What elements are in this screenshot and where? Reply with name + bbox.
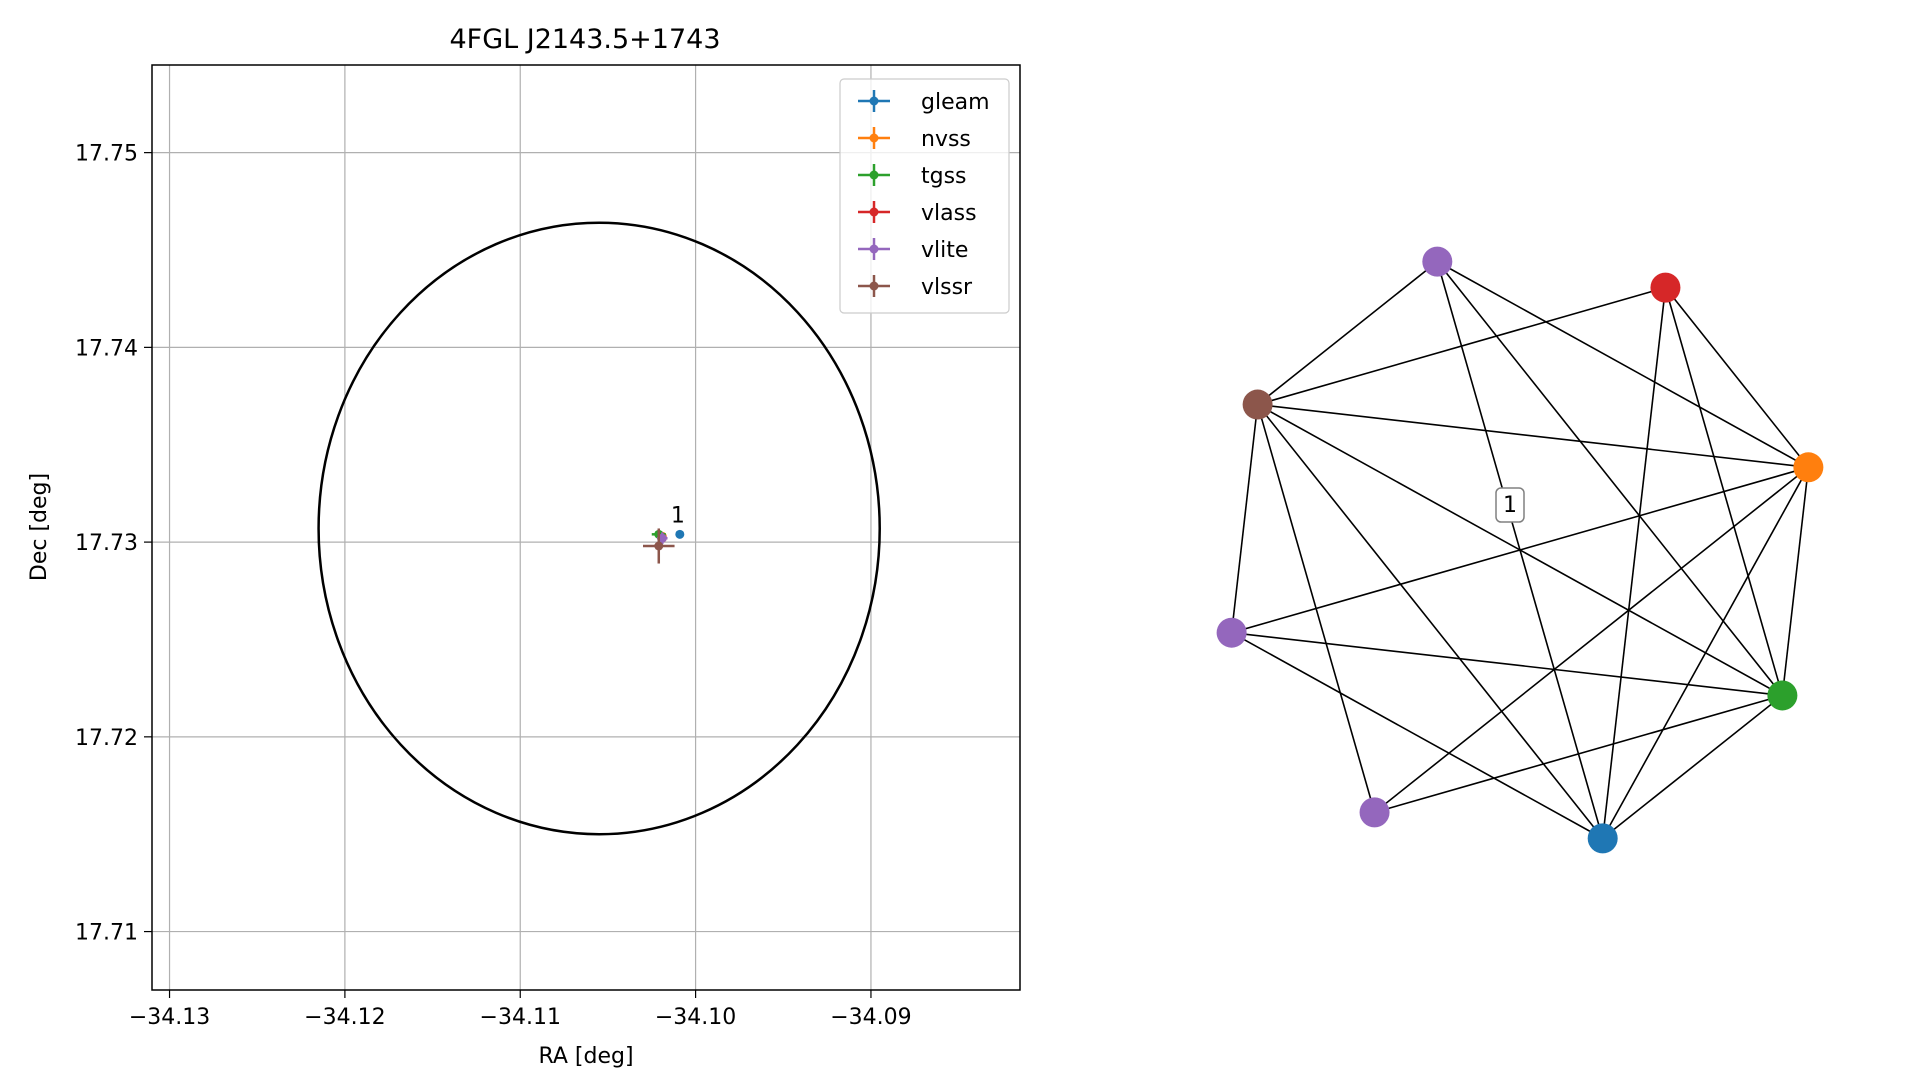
node-gleam (1587, 823, 1618, 854)
legend-entry-vlass: vlass (858, 201, 977, 226)
edge-nvss-vlssr (1257, 403, 1809, 469)
legend-label-tgss: tgss (921, 164, 967, 189)
y-tick-label: 17.71 (75, 921, 138, 946)
edge-vlass-nvss (1664, 287, 1810, 468)
ticks: −34.13 −34.12 −34.11 −34.10 −34.09 17.71 17.72… (75, 142, 912, 1030)
network-edges (1230, 260, 1810, 840)
node-vlite_b (1359, 797, 1390, 828)
error-ellipse (317, 221, 881, 836)
edge-label-text: 1 (1503, 493, 1517, 518)
x-tick-label: −34.10 (655, 1005, 736, 1030)
legend-entry-nvss: nvss (858, 127, 971, 152)
x-tick-label: −34.09 (830, 1005, 911, 1030)
edge-tgss-vlssr (1257, 403, 1783, 697)
node-nvss (1793, 452, 1824, 483)
x-tick-label: −34.12 (304, 1005, 385, 1030)
network-nodes (1216, 246, 1824, 854)
edge-vlite_c-vlssr (1230, 404, 1259, 633)
legend-marker-vlass (869, 207, 879, 217)
edge-label-box (1495, 487, 1525, 523)
node-vlite_c (1216, 617, 1247, 648)
legend: gleam nvss tgss vlass vlite vlssr (839, 78, 1010, 314)
y-tick-label: 17.72 (75, 726, 138, 751)
legend-marker-tgss (869, 170, 879, 180)
legend-marker-gleam (869, 96, 879, 106)
legend-marker-vlssr (869, 281, 879, 291)
edge-nvss-vlite_b (1374, 466, 1809, 814)
axes-frame (151, 64, 1021, 991)
edge-vlite_a-nvss (1436, 260, 1809, 469)
marker-vlssr (654, 541, 664, 551)
point-annotation: 1 (671, 503, 685, 528)
error-ellipse-layer (317, 221, 881, 836)
edge-vlass-gleam (1601, 287, 1667, 839)
y-tick-label: 17.75 (75, 142, 138, 167)
legend-marker-nvss (869, 133, 879, 143)
edge-tgss-gleam (1602, 694, 1783, 840)
edge-vlite_a-vlssr (1257, 260, 1438, 406)
point-gleam (675, 529, 685, 539)
marker-vlite (657, 533, 667, 543)
legend-entry-tgss: tgss (858, 164, 967, 189)
edge-tgss-vlite_b (1374, 694, 1783, 814)
y-tick-label: 17.73 (75, 531, 138, 556)
source-points: 1 (642, 503, 685, 564)
legend-marker-vlite (869, 244, 879, 254)
x-tick-label: −34.11 (480, 1005, 561, 1030)
legend-label-vlass: vlass (921, 201, 977, 226)
legend-entry-vlssr: vlssr (858, 275, 973, 300)
marker-gleam (675, 529, 685, 539)
node-tgss (1767, 680, 1798, 711)
chart-title: 4FGL J2143.5+1743 (449, 24, 720, 55)
edge-gleam-vlite_c (1231, 631, 1604, 840)
legend-label-vlssr: vlssr (921, 275, 973, 300)
legend-entry-gleam: gleam (858, 90, 990, 115)
edge-nvss-tgss (1781, 467, 1810, 696)
x-tick-label: −34.13 (129, 1005, 210, 1030)
y-axis-label: Dec [deg] (27, 473, 52, 581)
scatter-panel: 4FGL J2143.5+1743 1 −34.13 −34.12 −34.11 −3… (27, 24, 1021, 1069)
edge-tgss-vlite_c (1231, 631, 1783, 697)
edge-vlass-vlssr (1257, 286, 1666, 406)
edge-gleam-vlssr (1256, 404, 1604, 839)
legend-label-gleam: gleam (921, 90, 990, 115)
node-vlssr (1242, 389, 1273, 420)
node-vlass (1650, 272, 1681, 303)
node-vlite_a (1422, 246, 1453, 277)
legend-entry-vlite: vlite (858, 238, 968, 263)
legend-label-vlite: vlite (921, 238, 968, 263)
edge-label: 1 (1495, 487, 1525, 523)
y-tick-label: 17.74 (75, 336, 138, 361)
legend-label-nvss: nvss (921, 127, 971, 152)
point-vlssr (642, 528, 675, 564)
x-axis-label: RA [deg] (538, 1044, 633, 1069)
network-panel: 1 (1216, 246, 1824, 854)
edge-vlite_b-vlssr (1256, 404, 1376, 813)
edge-vlite_a-tgss (1436, 261, 1784, 696)
